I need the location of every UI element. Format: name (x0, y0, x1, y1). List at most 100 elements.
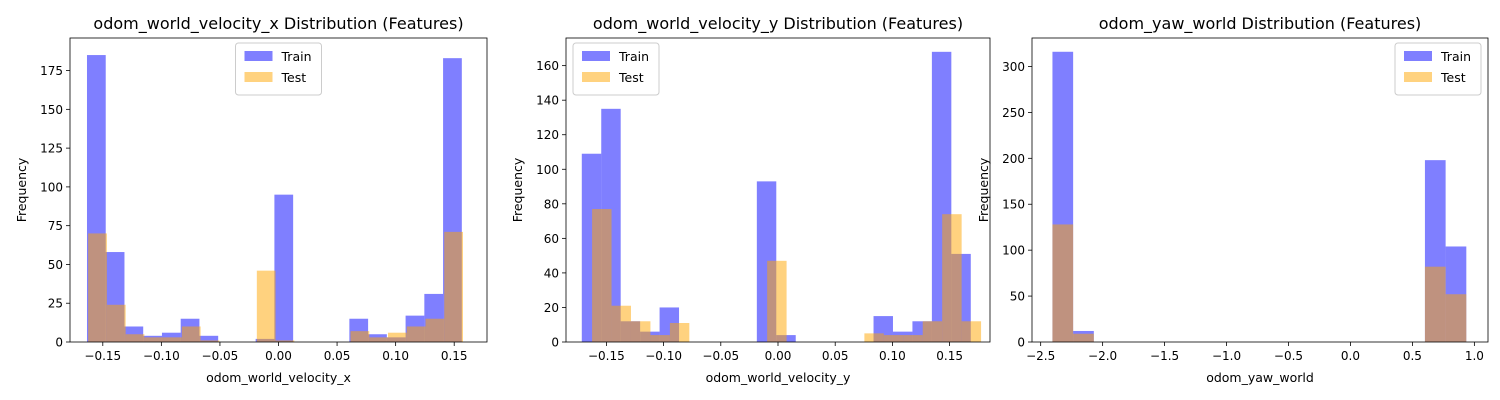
x-tick-label: 0.00 (765, 349, 792, 363)
y-tick-label: 175 (40, 64, 63, 78)
histogram-bar (650, 335, 670, 342)
legend-label-test: Test (1440, 70, 1466, 85)
y-tick-label: 120 (536, 128, 559, 142)
histogram-bar (1073, 333, 1094, 342)
histogram-bar (592, 209, 612, 342)
x-tick-label: −0.5 (1274, 349, 1303, 363)
y-tick-label: 100 (40, 180, 63, 194)
y-tick-label: 100 (536, 163, 559, 177)
chart-panel-1: −0.15 −0.10 −0.05 0.00 0.05 0.10 0.15 0 25 50 75 10… (14, 14, 488, 385)
histogram-bar (163, 337, 182, 342)
x-tick-label: 0.10 (382, 349, 409, 363)
x-tick-label: 1.0 (1465, 349, 1484, 363)
histogram-bar (444, 231, 463, 342)
x-tick-label: −0.15 (588, 349, 625, 363)
legend-label-train: Train (1440, 49, 1471, 64)
legend-swatch-train (1404, 51, 1432, 61)
legend: Train Test (572, 42, 660, 96)
chart-title: odom_world_velocity_x Distribution (Feat… (93, 14, 463, 34)
histogram-bar (1445, 294, 1467, 342)
histogram-bar (942, 214, 962, 342)
series-test (592, 209, 982, 342)
legend-swatch-test (582, 72, 610, 82)
series-test (1052, 224, 1467, 342)
x-tick-label: 0.0 (1341, 349, 1360, 363)
histogram-bar (199, 335, 219, 342)
legend-swatch-train (582, 51, 610, 61)
x-tick-label: 0.00 (265, 349, 292, 363)
x-axis-label: odom_world_velocity_y (706, 370, 851, 385)
y-tick-label: 25 (48, 297, 63, 311)
legend: Train Test (235, 42, 322, 96)
y-tick-label: 0 (1017, 336, 1025, 350)
y-tick-label: 125 (40, 142, 63, 156)
histogram-bar (200, 340, 220, 342)
histogram-bar (961, 321, 982, 342)
legend-label-train: Train (618, 49, 649, 64)
histogram-bar (630, 321, 651, 342)
x-tick-label: −2.0 (1088, 349, 1117, 363)
y-tick-label: 160 (536, 59, 559, 73)
histogram-bar (611, 305, 631, 342)
y-axis-label: Frequency (14, 157, 29, 222)
histogram-bar (1424, 266, 1446, 342)
chart-panel-3: −2.5 −2.0 −1.5 −1.0 −0.5 0.0 0.5 1.0 0 50 100 150 20… (976, 14, 1489, 385)
y-tick-label: 0 (551, 336, 559, 350)
y-tick-label: 60 (544, 232, 559, 246)
histogram-bar (274, 194, 294, 342)
x-tick-label: 0.05 (324, 349, 351, 363)
y-tick-label: 150 (40, 103, 63, 117)
x-tick-label: −2.5 (1026, 349, 1055, 363)
legend-swatch-train (244, 51, 273, 61)
legend-label-train: Train (281, 49, 312, 64)
x-tick-label: −0.05 (702, 349, 739, 363)
x-axis-label: odom_yaw_world (1206, 370, 1314, 385)
x-tick-label: −0.05 (202, 349, 239, 363)
x-tick-label: 0.15 (936, 349, 963, 363)
y-tick-label: 20 (544, 301, 559, 315)
x-tick-label: 0.05 (822, 349, 849, 363)
legend-swatch-test (244, 72, 273, 82)
y-axis-label: Frequency (976, 157, 991, 222)
histogram-bar (125, 334, 145, 342)
y-tick-label: 150 (1002, 198, 1025, 212)
y-tick-label: 75 (48, 219, 63, 233)
x-tick-label: −0.15 (84, 349, 121, 363)
histogram-bar (181, 326, 201, 342)
x-tick-label: −0.10 (645, 349, 682, 363)
x-axis-label: odom_world_velocity_x (206, 370, 351, 385)
chart-title: odom_yaw_world Distribution (Features) (1099, 14, 1422, 34)
x-tick-label: −0.10 (143, 349, 180, 363)
histogram-bar (106, 304, 126, 342)
histogram-bar (669, 323, 690, 342)
histogram-bar (903, 335, 923, 342)
legend: Train Test (1394, 42, 1482, 96)
x-tick-label: 0.15 (441, 349, 468, 363)
series-test (88, 231, 463, 342)
histogram-bar (88, 233, 107, 342)
y-tick-label: 100 (1002, 244, 1025, 258)
legend-label-test: Test (281, 70, 307, 85)
y-tick-label: 80 (544, 197, 559, 211)
histogram-bar (350, 331, 370, 342)
x-tick-label: 0.5 (1403, 349, 1422, 363)
histogram-bar (369, 337, 389, 342)
histogram-bar (1052, 224, 1074, 342)
x-tick-label: −1.0 (1212, 349, 1241, 363)
histogram-bar (922, 321, 943, 342)
y-tick-label: 0 (55, 336, 63, 350)
legend-swatch-test (1404, 72, 1432, 82)
chart-panel-2: −0.15 −0.10 −0.05 0.00 0.05 0.10 0.15 0 20 40 60 80… (510, 14, 991, 385)
legend-label-test: Test (618, 70, 644, 85)
histogram-bar (406, 326, 426, 342)
histogram-bar (864, 333, 884, 342)
y-tick-label: 250 (1002, 106, 1025, 120)
y-axis-label: Frequency (510, 157, 525, 222)
chart-title: odom_world_velocity_y Distribution (Feat… (593, 14, 963, 34)
y-tick-label: 200 (1002, 152, 1025, 166)
y-tick-label: 40 (544, 266, 559, 280)
histogram-bar (767, 260, 787, 342)
y-tick-label: 140 (536, 94, 559, 108)
histogram-bar (256, 270, 276, 342)
